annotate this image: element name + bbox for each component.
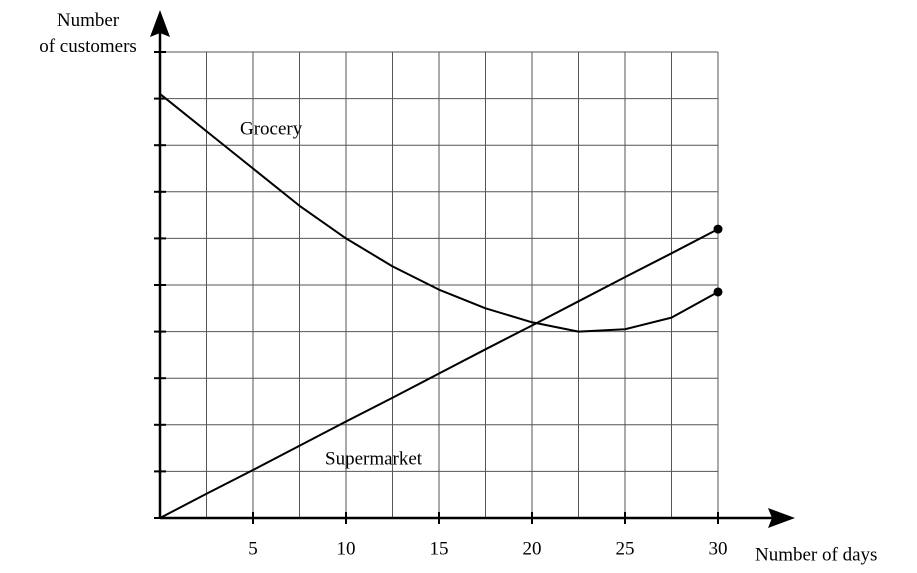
x-tick-label: 15: [430, 538, 449, 559]
x-tick-label: 25: [616, 538, 635, 559]
y-axis-label-line: of customers: [39, 36, 137, 57]
y-axis-label-line: Number: [57, 10, 120, 31]
y-axis-arrow: [150, 10, 170, 37]
end-point: [713, 287, 723, 297]
series-label: Grocery: [240, 118, 303, 139]
series-line: [159, 93, 719, 333]
x-tick-label: 10: [337, 538, 356, 559]
grid-layer: [160, 51, 719, 519]
end-point: [713, 224, 723, 234]
series-line: [159, 228, 719, 519]
x-tick-label: 20: [523, 538, 542, 559]
series-label: Supermarket: [325, 448, 423, 469]
x-tick-label: 5: [248, 538, 258, 559]
x-axis-label: Number of days: [755, 544, 877, 565]
x-axis-arrow: [768, 508, 795, 528]
y-axis-label: Number of customers: [39, 10, 137, 57]
x-tick-label: 30: [709, 538, 728, 559]
